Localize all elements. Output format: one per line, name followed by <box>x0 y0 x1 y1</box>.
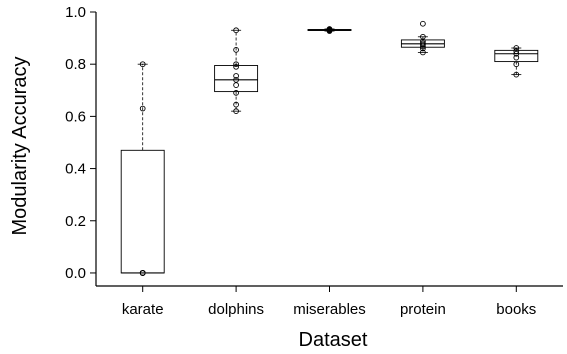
y-tick-label: 1.0 <box>65 4 86 21</box>
point-books-2 <box>513 54 520 61</box>
point-protein-6 <box>420 33 426 40</box>
point-books-0 <box>513 71 520 78</box>
point-dolphins-9 <box>233 27 239 34</box>
x-tick-label-miserables: miserables <box>293 301 366 318</box>
point-dolphins-6 <box>233 63 239 70</box>
y-tick-label: 0.4 <box>65 161 86 178</box>
y-tick-label: 0.2 <box>65 213 86 230</box>
point-dolphins-0 <box>233 108 239 115</box>
point-dolphins-8 <box>233 46 239 53</box>
point-karate-5 <box>139 270 146 276</box>
y-tick-label: 0.0 <box>65 265 86 282</box>
point-dolphins-3 <box>233 82 239 88</box>
x-tick-label-books: books <box>496 301 536 318</box>
point-dolphins-1 <box>233 101 239 108</box>
box-dolphins <box>214 65 259 93</box>
point-protein-7 <box>420 20 426 27</box>
x-axis-title: Dataset <box>299 329 368 351</box>
point-books-5 <box>513 45 520 51</box>
x-tick-label-karate: karate <box>122 301 164 318</box>
box-karate <box>120 149 165 274</box>
point-protein-4 <box>420 40 426 47</box>
point-karate-6 <box>139 105 146 112</box>
point-karate-7 <box>139 61 146 68</box>
point-miserables-4 <box>326 26 333 32</box>
point-dolphins-7 <box>233 61 239 68</box>
point-dolphins-4 <box>233 76 239 83</box>
y-tick-label: 0.6 <box>65 108 86 125</box>
y-axis-title: Modularity Accuracy <box>9 57 31 236</box>
plot-area: 0.0 0.2 0.4 0.6 0.8 1.0 karate dolphins miserabl… <box>65 4 563 318</box>
point-books-4 <box>513 48 520 54</box>
point-dolphins-5 <box>233 73 239 79</box>
y-tick-label: 0.8 <box>65 56 86 73</box>
point-books-1 <box>513 61 520 68</box>
x-tick-label-dolphins: dolphins <box>208 301 264 318</box>
x-tick-label-protein: protein <box>400 301 446 318</box>
point-protein-0 <box>420 49 426 56</box>
point-books-3 <box>513 50 520 57</box>
point-dolphins-2 <box>233 90 239 96</box>
